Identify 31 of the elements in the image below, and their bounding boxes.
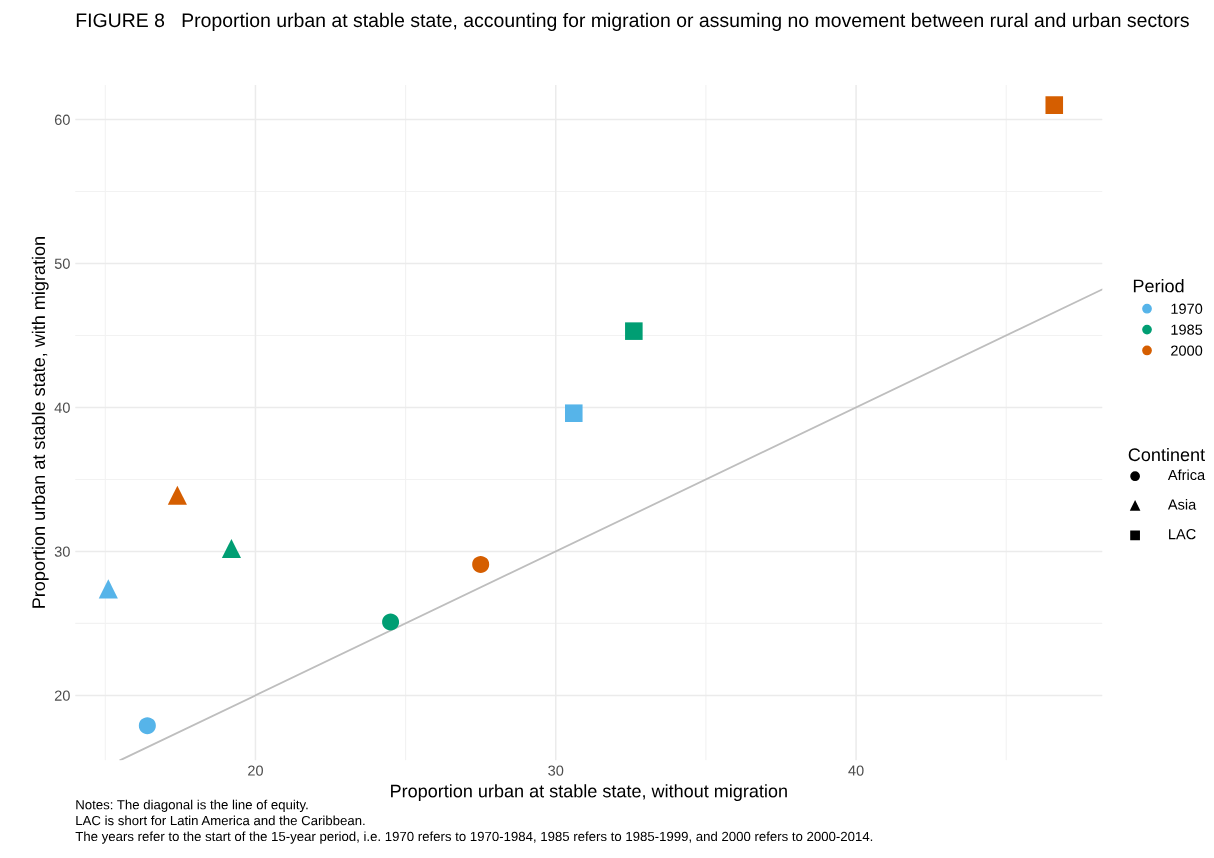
x-tick-label: 30 bbox=[548, 765, 564, 776]
point bbox=[564, 404, 583, 422]
point bbox=[221, 538, 241, 559]
x-axis-title: Proportion urban at stable state, without migration bbox=[391, 784, 787, 802]
point bbox=[625, 322, 643, 340]
chart-title: FIGURE 8 Proportion urban at stable state, accounting for migration or assuming no movement between rural and urban sectors bbox=[76, 12, 1189, 31]
text: LAC bbox=[1169, 528, 1196, 540]
text: Notes: The diagonal is the line of equity. bbox=[76, 799, 308, 812]
y-tick-label: 60 bbox=[54, 114, 70, 125]
x-tick-label: 40 bbox=[848, 765, 864, 776]
text: Asia bbox=[1167, 498, 1197, 510]
text: Continent bbox=[1128, 447, 1205, 462]
text: Africa bbox=[1167, 469, 1206, 481]
text: The years refer to the start of the 15-year period, i.e. 1970 refers to 1970-1984, 1985 refers to 1985-1999, and 2000 refers to 2000-2014. bbox=[75, 831, 873, 844]
x-tick-label: 20 bbox=[248, 765, 263, 776]
point bbox=[472, 555, 490, 573]
legend-label: 2000 bbox=[1171, 345, 1203, 356]
point bbox=[1045, 96, 1064, 114]
text: Period bbox=[1133, 279, 1184, 293]
y-tick-label: 50 bbox=[54, 258, 70, 269]
point bbox=[167, 485, 187, 505]
y-axis-title: Proportion urban at stable state, with migration bbox=[31, 237, 49, 608]
text: LAC is short for Latin America and the Caribbean. bbox=[76, 815, 365, 826]
point bbox=[382, 613, 400, 631]
legend-label: 1970 bbox=[1171, 303, 1203, 314]
legend-label: 1985 bbox=[1171, 324, 1203, 335]
point bbox=[98, 579, 118, 599]
y-tick-label: 30 bbox=[54, 546, 70, 557]
y-tick-label: 40 bbox=[54, 402, 70, 413]
y-tick-label: 20 bbox=[54, 690, 70, 701]
point bbox=[138, 717, 156, 735]
